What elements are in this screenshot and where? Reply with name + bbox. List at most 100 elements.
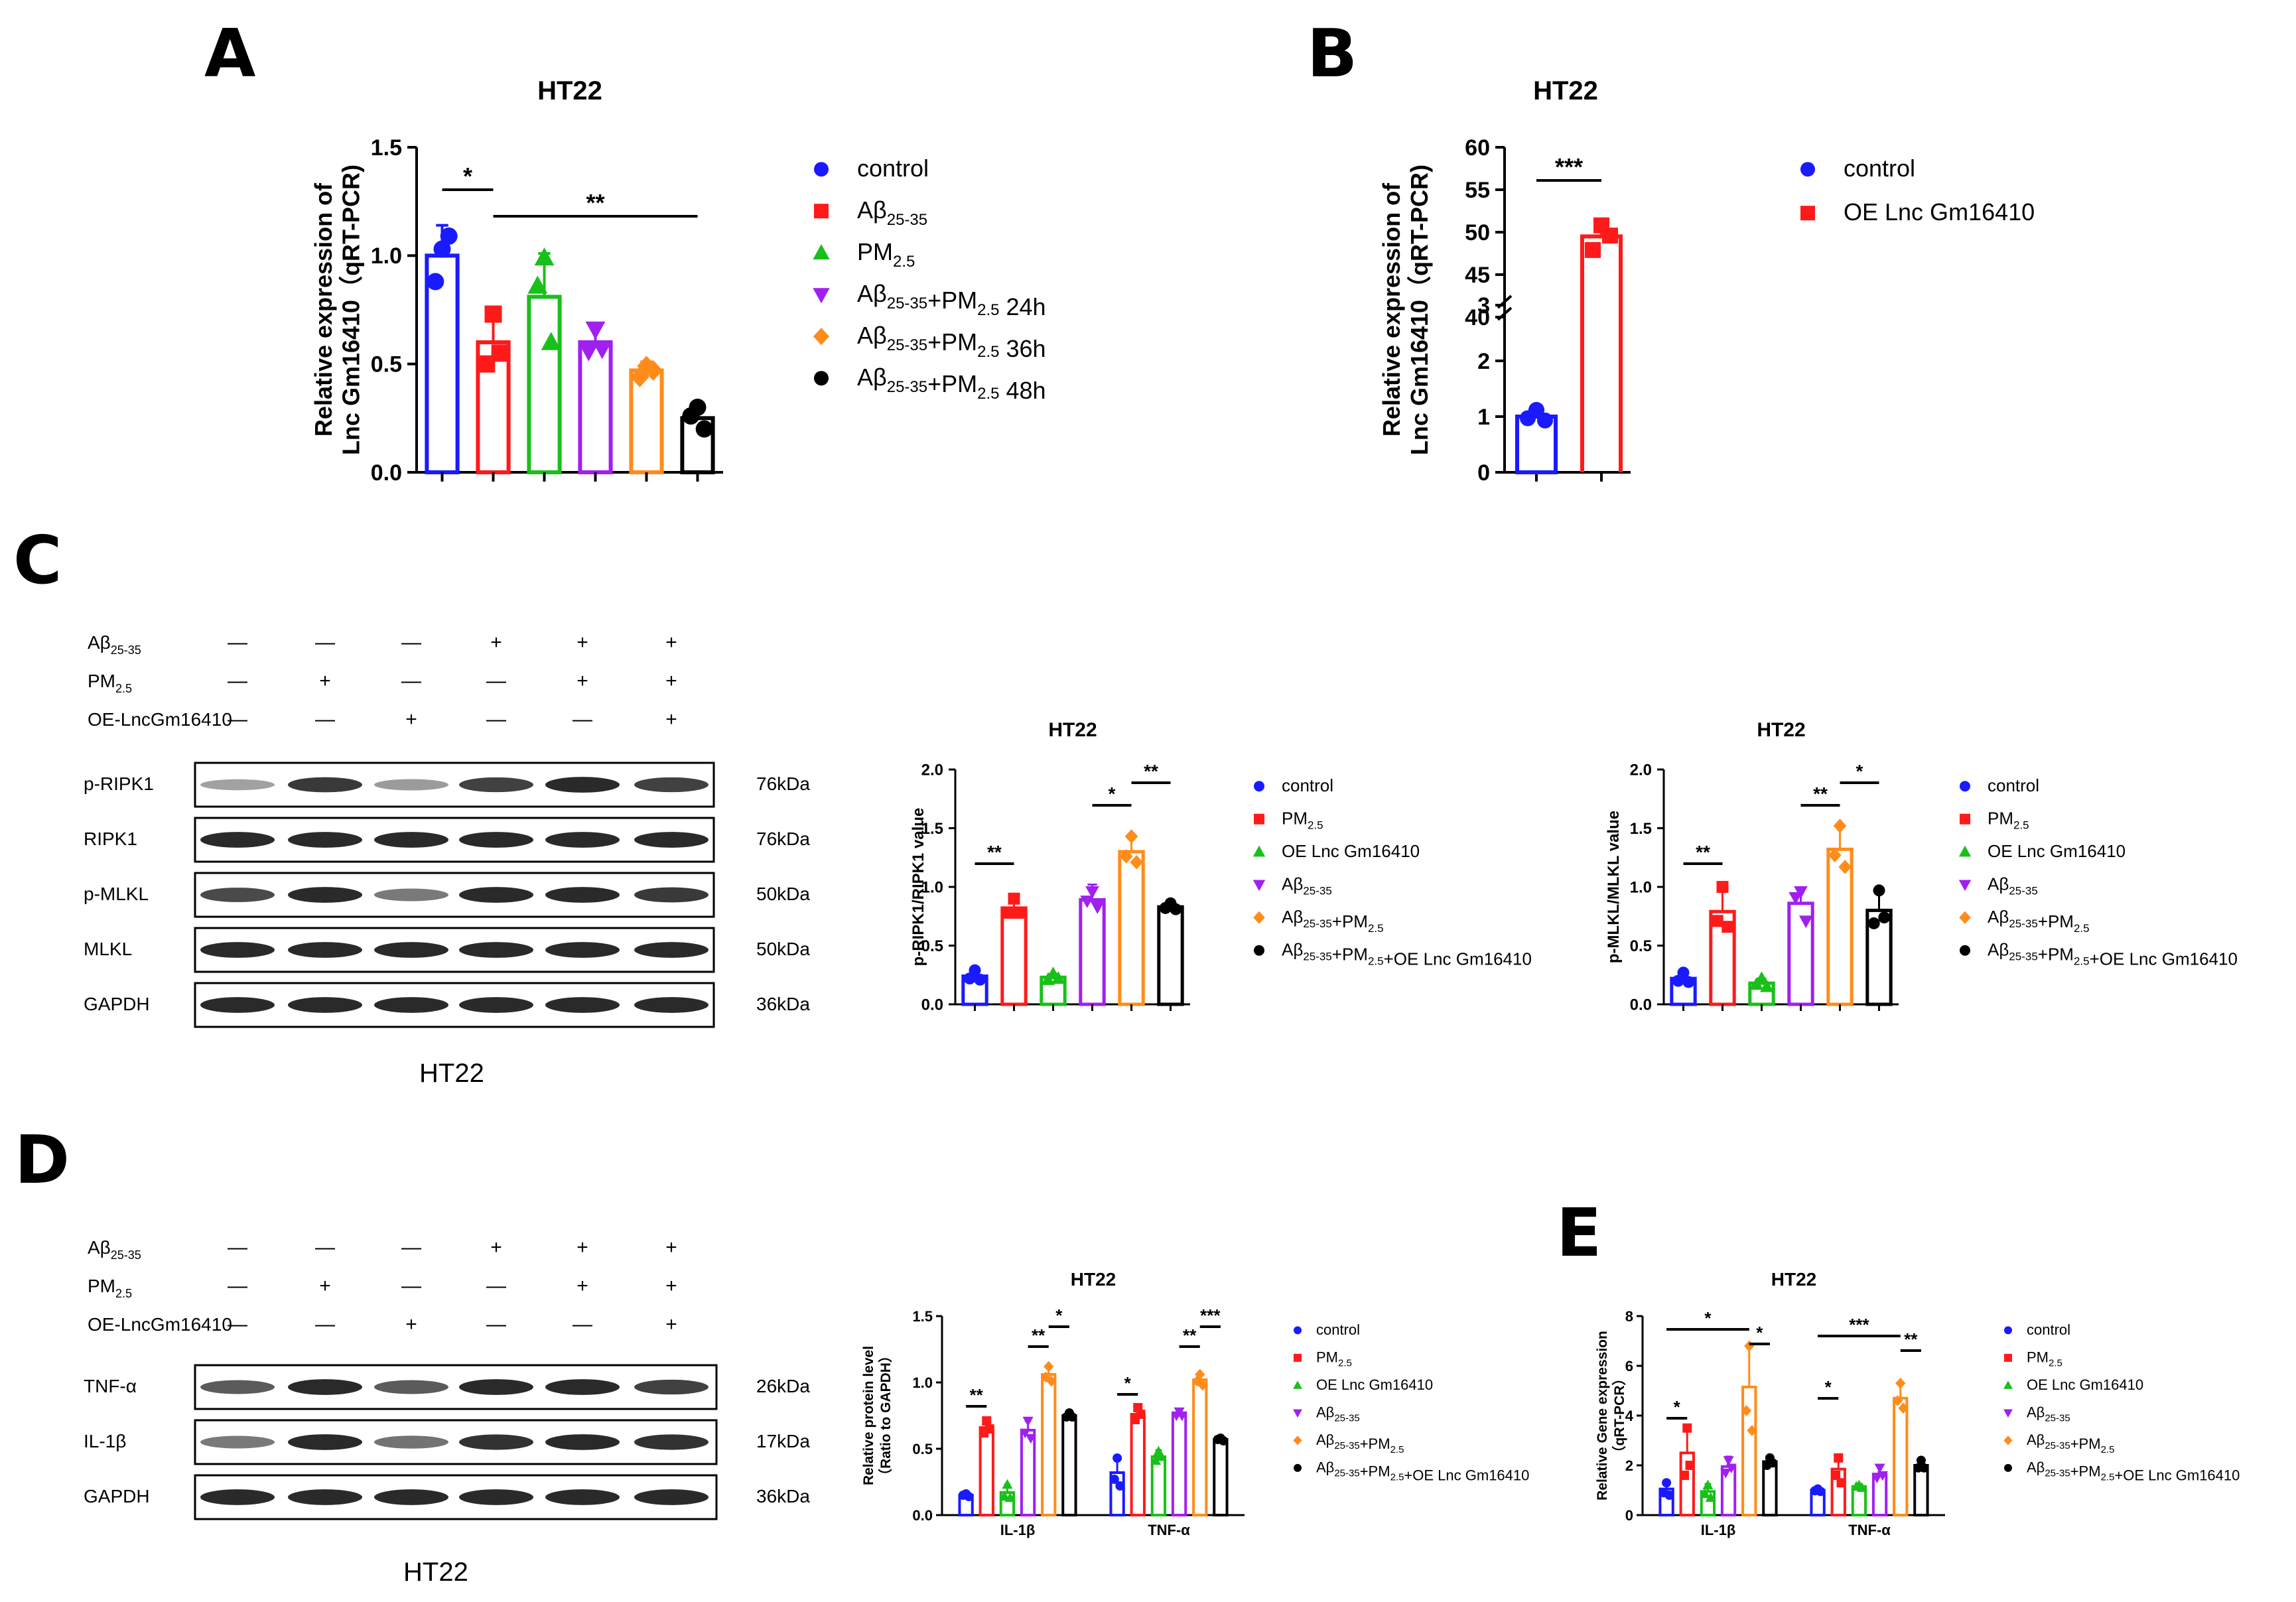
blot-band <box>374 1435 448 1449</box>
legend-marker <box>814 162 829 177</box>
significance-label: * <box>463 163 472 190</box>
x-tick-label: IL-1β <box>1000 1522 1036 1538</box>
legend-label: Aβ25-35+PM2.5+OE Lnc Gm16410 <box>1988 940 2238 969</box>
blot-band <box>634 942 709 958</box>
data-point <box>1836 1478 1846 1488</box>
legend-label: Aβ25-35+PM2.5 <box>2027 1432 2114 1455</box>
legend-D: control PM2.5 OE Lnc Gm16410 Aβ25-35 Aβ25-35… <box>1293 1321 1529 1484</box>
blot-band <box>545 832 620 848</box>
legend-marker <box>1254 945 1264 956</box>
blot-row-label: p-RIPK1 <box>84 773 154 794</box>
data-point <box>1115 1481 1125 1491</box>
bar <box>1213 1438 1229 1516</box>
y-tick-label: 2.0 <box>1630 761 1652 779</box>
y-tick-label: 6 <box>1625 1358 1633 1374</box>
bar <box>1893 1396 1909 1516</box>
data-point <box>484 305 502 323</box>
data-point <box>527 275 548 294</box>
data-point <box>541 332 561 350</box>
data-point <box>1197 1379 1208 1391</box>
data-point <box>1219 1436 1229 1445</box>
bar <box>1171 1413 1187 1516</box>
data-point <box>1722 921 1734 933</box>
legend-marker <box>1800 162 1815 177</box>
blot-band <box>200 942 275 958</box>
blot-box <box>194 817 715 863</box>
y-axis-label: p-RIPK1/RIPK1 value <box>910 808 927 967</box>
data-point <box>578 343 599 362</box>
y-tick-label: 1 <box>1477 405 1490 430</box>
blot-band <box>200 832 275 848</box>
y-tick-label: 1.0 <box>1630 878 1652 896</box>
blot-box <box>194 1474 718 1520</box>
data-point <box>1871 1473 1883 1484</box>
condition-sign: — <box>228 1313 247 1335</box>
legend-label: PM2.5 <box>2027 1349 2062 1369</box>
significance-label: * <box>1825 1377 1832 1397</box>
blot-band <box>288 832 362 848</box>
legend-marker <box>1294 1353 1302 1362</box>
significance-bracket: *** <box>1818 1315 1901 1337</box>
data-point <box>1004 1492 1016 1502</box>
bar <box>1000 906 1028 1006</box>
data-point <box>1602 228 1618 244</box>
bar <box>1061 1414 1077 1516</box>
data-point <box>1741 1405 1752 1416</box>
y-tick-label: 0 <box>1477 460 1490 486</box>
legend-label: PM2.5 <box>857 238 915 271</box>
data-point <box>585 321 606 340</box>
significance-bracket: * <box>1818 1377 1839 1400</box>
blot-caption-d: HT22 <box>403 1558 468 1587</box>
y-tick-label: 3 <box>1477 293 1490 318</box>
significance-bracket: ** <box>1900 1329 1921 1352</box>
data-point <box>1008 892 1020 905</box>
significance-label: *** <box>1200 1305 1221 1325</box>
y-tick-label: 60 <box>1465 135 1490 161</box>
condition-sign: — <box>401 632 421 653</box>
data-point <box>1080 896 1095 909</box>
legend-marker <box>1254 781 1264 792</box>
significance-label: * <box>1109 783 1116 804</box>
data-point <box>1789 892 1803 905</box>
bar <box>1020 1429 1036 1516</box>
bar <box>1826 847 1854 1006</box>
blot-band <box>374 1489 448 1505</box>
blot-band <box>634 777 709 793</box>
data-point <box>682 407 700 425</box>
blot-band <box>288 777 362 793</box>
y-tick-label: 0.5 <box>912 1441 933 1457</box>
blot-band <box>545 942 620 958</box>
data-point <box>1002 1479 1013 1489</box>
significance-label: ** <box>1813 783 1828 804</box>
blot-band <box>374 997 448 1013</box>
y-tick-label: 0.5 <box>921 937 943 955</box>
legend-label: OE Lnc Gm16410 <box>1316 1376 1433 1393</box>
condition-sign: — <box>573 708 592 730</box>
blot-band <box>288 1434 362 1450</box>
blot-band <box>545 1434 620 1450</box>
data-point <box>1711 915 1723 927</box>
condition-sign: + <box>665 1313 677 1335</box>
blot-caption-c: HT22 <box>419 1059 484 1088</box>
legend-label: PM2.5 <box>1988 809 2029 832</box>
data-point <box>1022 1416 1034 1427</box>
y-tick-label: 1.5 <box>1630 820 1652 838</box>
legend-marker <box>1254 813 1264 825</box>
legend-marker <box>1958 880 1972 892</box>
blot-band <box>374 779 448 791</box>
blot-band <box>634 1379 709 1395</box>
y-axis-label: Lnc Gm16410（qRT-PCR) <box>1406 165 1433 455</box>
condition-sign: — <box>401 1275 421 1297</box>
significance-bracket: ** <box>1683 842 1723 865</box>
legend-label: control <box>1282 775 1333 795</box>
panel-letter-b: B <box>1307 15 1358 92</box>
data-point <box>637 356 656 377</box>
data-point <box>1895 1377 1906 1389</box>
bar <box>1079 898 1106 1006</box>
bar <box>1913 1464 1929 1516</box>
blot-band <box>374 1380 448 1394</box>
data-point <box>1834 1453 1844 1463</box>
condition-sign: — <box>315 708 335 730</box>
legend-marker <box>813 244 830 260</box>
condition-sign: — <box>573 1313 592 1335</box>
